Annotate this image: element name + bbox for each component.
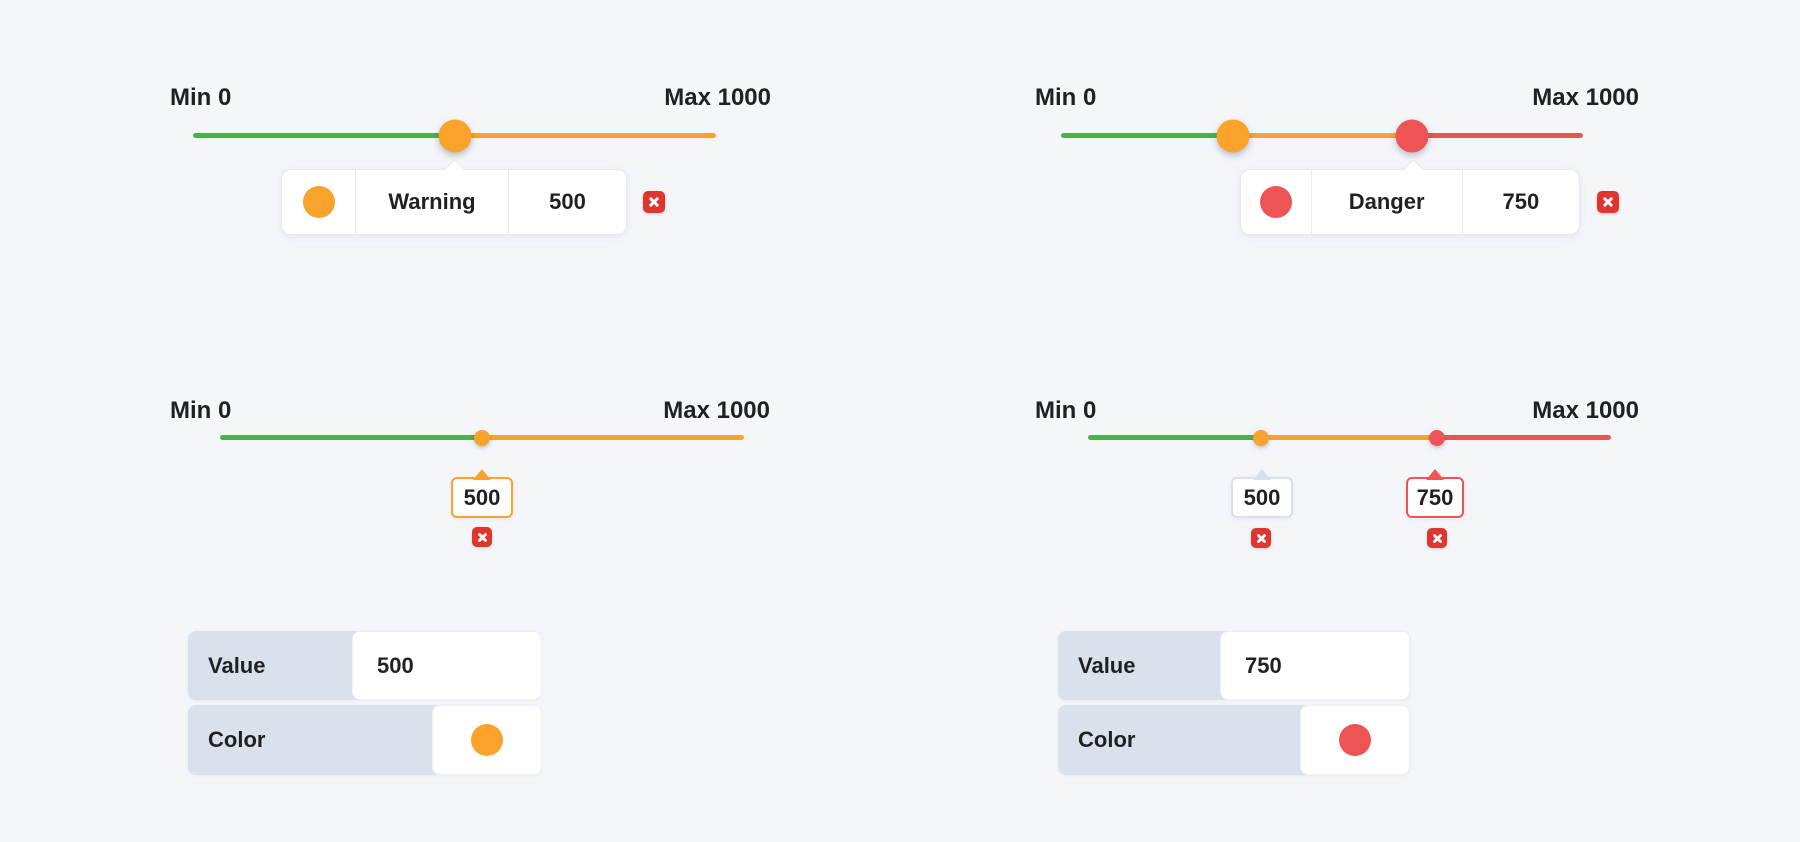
tooltip-caret-icon bbox=[1426, 469, 1444, 480]
danger-slider-handle[interactable] bbox=[1395, 119, 1429, 152]
marker-color-cell[interactable] bbox=[282, 170, 355, 234]
marker-value-text: 750 bbox=[1502, 189, 1540, 214]
close-icon bbox=[475, 530, 490, 545]
marker-color-cell[interactable] bbox=[1241, 170, 1311, 234]
marker-value-field[interactable]: 750 bbox=[1461, 170, 1579, 234]
min-label: Min 0 bbox=[170, 397, 232, 424]
track-segment-green bbox=[220, 435, 482, 440]
tooltip-value-text: 750 bbox=[1416, 484, 1454, 510]
marker-value-field[interactable]: 500 bbox=[508, 170, 626, 234]
threshold-slider-track[interactable] bbox=[220, 429, 744, 446]
delete-marker-button[interactable] bbox=[472, 527, 492, 547]
color-picker-cell[interactable] bbox=[1300, 705, 1410, 775]
tooltip-value-text: 500 bbox=[463, 484, 501, 510]
track-segment-red bbox=[1411, 133, 1583, 138]
track-segment-green bbox=[1088, 435, 1261, 440]
threshold-slider-track[interactable] bbox=[1088, 429, 1611, 446]
threshold-slider-track[interactable] bbox=[193, 119, 716, 152]
close-icon bbox=[1430, 531, 1445, 546]
value-input-cell[interactable]: 500 bbox=[352, 631, 542, 700]
row-label: Value bbox=[1078, 652, 1136, 678]
warning-color-swatch[interactable] bbox=[471, 724, 503, 756]
max-label: Max 1000 bbox=[1532, 397, 1639, 424]
value-text: 750 bbox=[1245, 652, 1282, 678]
danger-color-swatch[interactable] bbox=[1339, 724, 1371, 756]
value-tooltip-input[interactable]: 750 bbox=[1406, 469, 1464, 518]
value-text: 500 bbox=[377, 652, 414, 678]
tooltip-caret-icon bbox=[473, 469, 491, 480]
track-segment-orange bbox=[1233, 133, 1412, 138]
max-label: Max 1000 bbox=[663, 397, 770, 424]
delete-marker-button[interactable] bbox=[1597, 191, 1619, 213]
tooltip-value-text: 500 bbox=[1243, 484, 1281, 510]
marker-editor-popup: Warning 500 bbox=[281, 158, 627, 235]
marker-label-field[interactable]: Warning bbox=[355, 170, 508, 234]
track-segment-orange bbox=[1260, 435, 1438, 440]
warning-slider-handle[interactable] bbox=[438, 119, 471, 152]
marker-editor-popup: Danger 750 bbox=[1240, 158, 1580, 235]
danger-slider-handle[interactable] bbox=[1429, 429, 1446, 446]
warning-slider-handle[interactable] bbox=[1216, 119, 1250, 152]
value-tooltip-input[interactable]: 500 bbox=[1231, 469, 1293, 518]
close-icon bbox=[646, 194, 662, 210]
table-row-color: Color bbox=[188, 705, 542, 775]
min-label: Min 0 bbox=[1035, 84, 1097, 111]
color-picker-cell[interactable] bbox=[432, 705, 542, 775]
close-icon bbox=[1254, 531, 1269, 546]
min-label: Min 0 bbox=[170, 84, 232, 111]
marker-value-text: 500 bbox=[549, 189, 586, 214]
max-label: Max 1000 bbox=[664, 84, 771, 111]
row-label: Value bbox=[208, 652, 266, 678]
table-row-value: Value 750 bbox=[1058, 631, 1410, 700]
warning-color-swatch[interactable] bbox=[302, 186, 335, 218]
max-label: Max 1000 bbox=[1532, 84, 1639, 111]
warning-slider-handle[interactable] bbox=[1252, 429, 1269, 446]
close-icon bbox=[1600, 194, 1616, 210]
track-segment-red bbox=[1437, 435, 1611, 440]
delete-marker-button[interactable] bbox=[1251, 528, 1271, 548]
track-segment-orange bbox=[454, 133, 716, 138]
table-row-color: Color bbox=[1058, 705, 1410, 775]
delete-marker-button[interactable] bbox=[643, 191, 665, 213]
track-segment-green bbox=[1061, 133, 1234, 138]
marker-label-text: Danger bbox=[1348, 189, 1425, 214]
marker-label-field[interactable]: Danger bbox=[1310, 170, 1462, 234]
value-input-cell[interactable]: 750 bbox=[1220, 631, 1410, 700]
danger-color-swatch[interactable] bbox=[1259, 186, 1292, 218]
table-row-value: Value 500 bbox=[188, 631, 542, 700]
row-label: Color bbox=[208, 727, 266, 752]
row-label: Color bbox=[1078, 727, 1136, 752]
threshold-slider-track[interactable] bbox=[1061, 119, 1583, 152]
track-segment-orange bbox=[482, 435, 744, 440]
track-segment-green bbox=[193, 133, 455, 138]
value-tooltip-input[interactable]: 500 bbox=[451, 469, 513, 518]
delete-marker-button[interactable] bbox=[1427, 528, 1447, 548]
marker-label-text: Warning bbox=[388, 189, 476, 214]
warning-slider-handle[interactable] bbox=[474, 429, 490, 446]
tooltip-caret-icon bbox=[1253, 469, 1271, 480]
min-label: Min 0 bbox=[1035, 397, 1097, 424]
